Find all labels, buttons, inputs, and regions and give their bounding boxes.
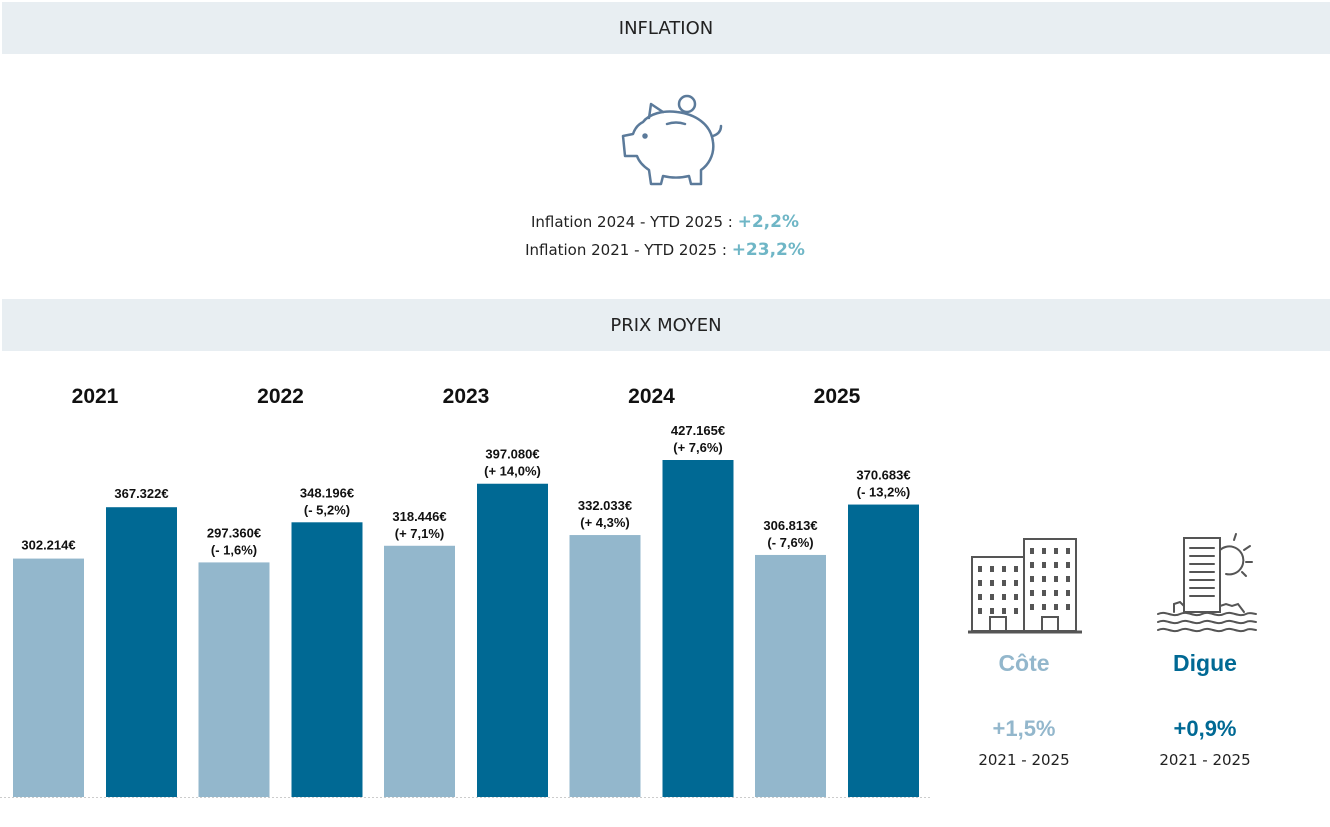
window-mark xyxy=(1002,566,1006,572)
bar-cote xyxy=(198,562,270,797)
bar-value-label: 348.196€ xyxy=(300,485,354,500)
segment-cote-period: 2021 - 2025 xyxy=(978,751,1070,769)
window-mark xyxy=(1014,594,1018,600)
year-label: 2022 xyxy=(257,385,304,408)
inflation-1-value: +2,2% xyxy=(737,212,800,232)
piggy-bank-icon xyxy=(621,94,723,186)
bar-change-label: (- 1,6%) xyxy=(211,542,257,557)
window-mark xyxy=(1042,604,1046,610)
bar-value-label: 427.165€ xyxy=(671,423,725,438)
window-mark xyxy=(1066,548,1070,554)
bar-change-label: (+ 14,0%) xyxy=(484,464,541,479)
window-mark xyxy=(990,580,994,586)
inflation-title: INFLATION xyxy=(618,17,714,39)
window-mark xyxy=(1014,608,1018,614)
bar-digue xyxy=(106,507,177,797)
bar-change-label: (+ 7,6%) xyxy=(673,440,723,455)
window-mark xyxy=(978,580,982,586)
window-mark xyxy=(1054,576,1058,582)
window-mark xyxy=(1030,562,1034,568)
window-mark xyxy=(978,566,982,572)
window-mark xyxy=(1042,576,1046,582)
window-mark xyxy=(1066,562,1070,568)
window-mark xyxy=(978,608,982,614)
bar-value-label: 397.080€ xyxy=(485,447,539,462)
prix-moyen-banner: PRIX MOYEN xyxy=(2,299,1330,351)
bar-change-label: (+ 7,1%) xyxy=(395,526,445,541)
window-mark xyxy=(1054,590,1058,596)
price-bar-chart: 2021 302.214€ 367.322€ 2022 297.360€ (- 1,6%)… xyxy=(0,385,930,798)
window-mark xyxy=(1054,604,1058,610)
segment-digue-name: Digue xyxy=(1173,650,1237,676)
window-mark xyxy=(1054,548,1058,554)
inflation-line-1: Inflation 2024 - YTD 2025 : +2,2% xyxy=(0,212,1330,232)
window-mark xyxy=(1014,566,1018,572)
window-mark xyxy=(1030,590,1034,596)
window-mark xyxy=(1066,590,1070,596)
bar-cote xyxy=(569,535,641,797)
bar-digue xyxy=(662,460,734,797)
bar-value-label: 367.322€ xyxy=(114,486,168,501)
year-label: 2024 xyxy=(628,385,675,408)
bar-cote xyxy=(384,545,455,797)
window-mark xyxy=(1002,594,1006,600)
prix-moyen-title: PRIX MOYEN xyxy=(610,314,722,336)
window-mark xyxy=(1002,580,1006,586)
window-mark xyxy=(1042,548,1046,554)
segment-digue-change: +0,9% xyxy=(1173,716,1237,741)
window-mark xyxy=(1042,562,1046,568)
window-mark xyxy=(990,608,994,614)
seafront-building-icon xyxy=(1157,533,1257,633)
bar-value-label: 297.360€ xyxy=(207,525,261,540)
year-label: 2025 xyxy=(814,385,861,408)
bar-value-label: 318.446€ xyxy=(392,509,446,524)
year-label: 2021 xyxy=(72,385,119,408)
bar-change-label: (- 7,6%) xyxy=(767,535,813,550)
inflation-banner: INFLATION xyxy=(2,2,1330,54)
bar-digue xyxy=(848,504,919,797)
window-mark xyxy=(1054,562,1058,568)
inflation-line-2: Inflation 2021 - YTD 2025 : +23,2% xyxy=(0,240,1330,260)
window-mark xyxy=(1002,608,1006,614)
inflation-2-label: Inflation 2021 - YTD 2025 : xyxy=(525,241,727,259)
bar-value-label: 370.683€ xyxy=(856,468,910,483)
bar-change-label: (- 5,2%) xyxy=(304,502,350,517)
window-mark xyxy=(990,566,994,572)
bar-cote xyxy=(13,558,84,797)
bar-digue xyxy=(291,522,363,797)
window-mark xyxy=(1066,576,1070,582)
bar-change-label: (+ 4,3%) xyxy=(580,515,630,530)
window-mark xyxy=(1030,604,1034,610)
segment-cote-name: Côte xyxy=(998,650,1050,676)
window-mark xyxy=(1030,548,1034,554)
buildings-icon xyxy=(968,538,1082,634)
inflation-1-label: Inflation 2024 - YTD 2025 : xyxy=(530,213,733,231)
bar-digue xyxy=(477,483,548,797)
window-mark xyxy=(978,594,982,600)
bar-cote xyxy=(755,554,826,797)
window-mark xyxy=(990,594,994,600)
inflation-2-value: +23,2% xyxy=(731,240,805,260)
year-label: 2023 xyxy=(443,385,490,408)
window-mark xyxy=(1066,604,1070,610)
bar-change-label: (- 13,2%) xyxy=(857,485,910,500)
window-mark xyxy=(1014,580,1018,586)
segment-cote-change: +1,5% xyxy=(992,716,1056,741)
bar-value-label: 332.033€ xyxy=(578,498,632,513)
window-mark xyxy=(1042,590,1046,596)
bar-value-label: 306.813€ xyxy=(763,518,817,533)
bar-value-label: 302.214€ xyxy=(21,538,75,553)
segment-digue-period: 2021 - 2025 xyxy=(1159,751,1251,769)
window-mark xyxy=(1030,576,1034,582)
